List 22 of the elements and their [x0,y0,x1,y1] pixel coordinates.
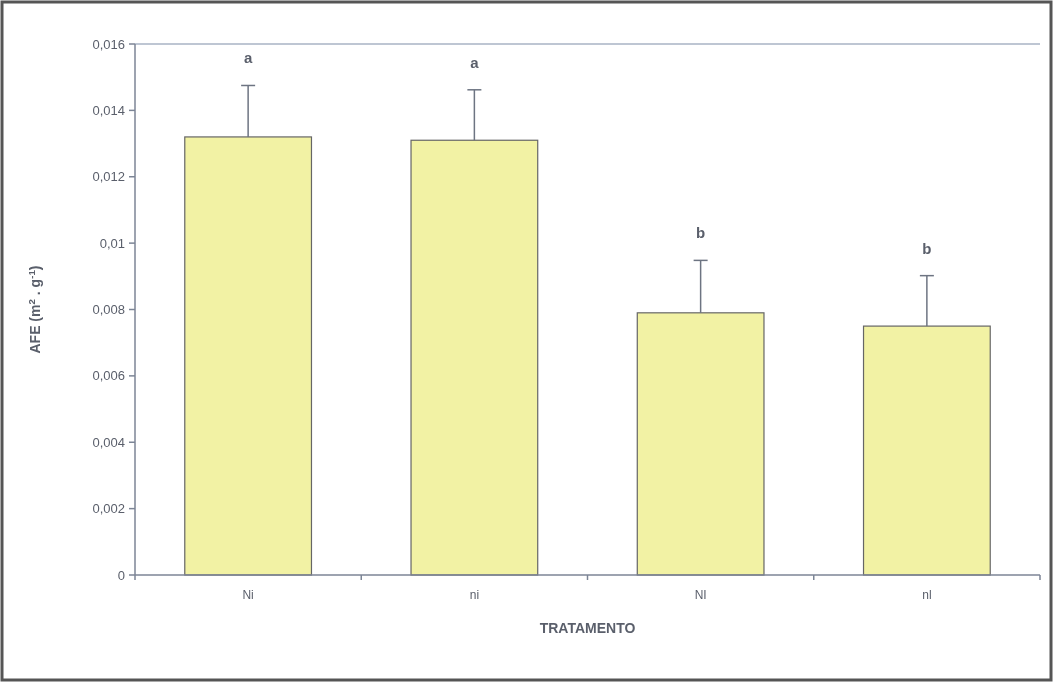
bar [184,136,313,576]
y-tick-label: 0,004 [92,434,125,450]
bar [862,325,991,576]
annotation: a [243,49,253,67]
y-tick-label: 0,016 [92,36,125,52]
y-tick-label: 0,012 [92,169,125,185]
y-tick-label: 0,01 [99,235,125,251]
y-tick-label: 0,008 [92,302,125,318]
x-tick-label: ni [469,588,480,602]
x-tick-label: NI [694,588,707,602]
y-tick-label: 0,002 [92,501,125,517]
bar [636,312,765,576]
x-axis-title: TRATAMENTO [539,620,636,636]
y-tick-label: 0 [117,567,125,583]
y-tick-label: 0,006 [92,368,125,384]
x-tick-label: nl [922,588,932,602]
y-tick-label: 0,014 [92,102,125,118]
x-tick-label: Ni [242,588,254,602]
annotation: a [470,53,480,71]
annotation: b [696,224,706,242]
bar [410,139,539,576]
annotation: b [922,239,932,257]
